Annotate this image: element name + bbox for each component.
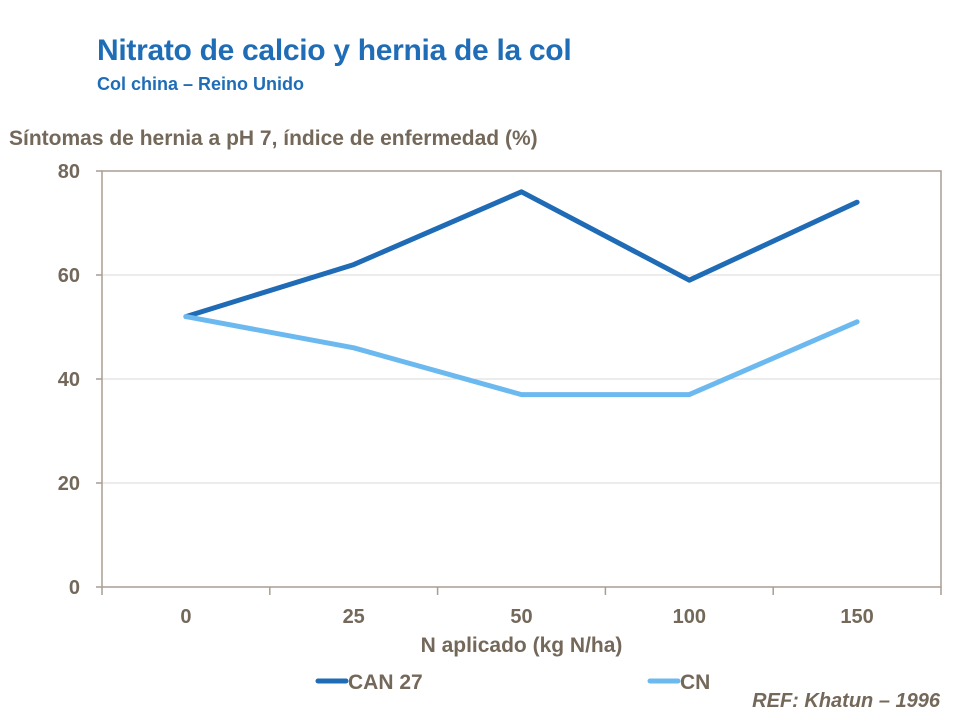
legend-label: CAN 27	[348, 671, 423, 694]
x-tick-label: 150	[840, 606, 873, 628]
reference-text: REF: Khatun – 1996	[752, 690, 940, 712]
chart-title: Nitrato de calcio y hernia de la col	[97, 34, 572, 67]
legend-label: CN	[680, 671, 710, 694]
y-tick-label: 20	[58, 473, 80, 495]
plot-area	[101, 170, 942, 588]
y-tick-label: 0	[69, 577, 80, 599]
y-tick-label: 80	[58, 161, 80, 183]
y-tick-label: 40	[58, 369, 80, 391]
series-line-can-27	[183, 189, 860, 320]
chart-subtitle: Col china – Reino Unido	[97, 74, 305, 94]
x-tick-label: 50	[510, 606, 532, 628]
x-tick-label: 100	[673, 606, 706, 628]
y-axis-label: Síntomas de hernia a pH 7, índice de enf…	[9, 127, 538, 150]
x-axis-label: N aplicado (kg N/ha)	[421, 634, 623, 657]
series-line-cn	[183, 314, 860, 398]
y-tick-label: 60	[58, 265, 80, 287]
x-tick-label: 25	[343, 606, 365, 628]
x-tick-label: 0	[180, 606, 191, 628]
